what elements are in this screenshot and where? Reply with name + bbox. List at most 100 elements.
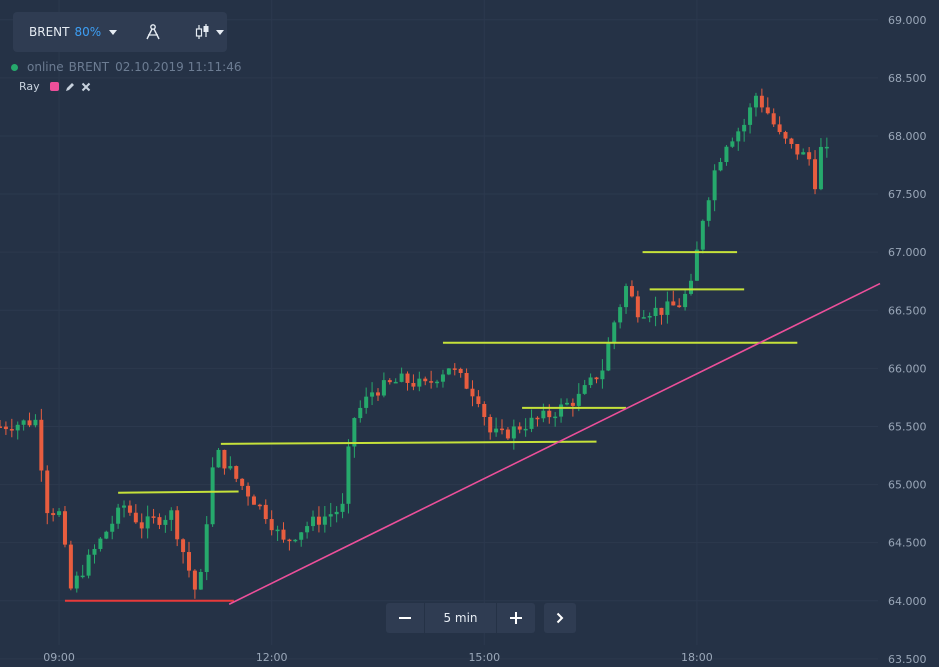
candle xyxy=(807,152,812,160)
drawing-tools-button[interactable] xyxy=(135,12,171,52)
candle xyxy=(606,343,611,371)
candle xyxy=(405,373,410,383)
candle xyxy=(440,374,445,382)
candle xyxy=(594,377,599,380)
candle xyxy=(641,317,646,319)
candle xyxy=(263,504,268,520)
price-tick-label: 68.000 xyxy=(888,130,927,143)
drawing-legend: Ray xyxy=(19,80,91,93)
candle xyxy=(257,504,262,507)
candle xyxy=(45,470,50,514)
candle xyxy=(700,220,705,250)
candles xyxy=(0,88,829,599)
candle xyxy=(718,162,723,171)
candle xyxy=(706,200,711,221)
time-tick-label: 18:00 xyxy=(681,651,713,664)
candle xyxy=(689,280,694,294)
candle xyxy=(364,396,369,408)
candle xyxy=(547,410,552,418)
price-tick-label: 63.500 xyxy=(888,653,927,666)
candle xyxy=(340,503,345,512)
candle xyxy=(748,107,753,125)
interval-value[interactable]: 5 min xyxy=(424,603,497,633)
candle xyxy=(494,428,499,433)
candle xyxy=(139,522,144,529)
scroll-right-button[interactable] xyxy=(544,603,576,633)
candle xyxy=(216,449,221,468)
candle xyxy=(647,316,652,318)
candle xyxy=(535,417,540,420)
close-icon[interactable] xyxy=(81,82,91,92)
drawn-lines xyxy=(64,251,881,605)
candle xyxy=(370,392,375,397)
price-tick-label: 64.500 xyxy=(888,537,927,550)
zoom-out-button[interactable] xyxy=(386,603,424,633)
candle xyxy=(334,511,339,515)
candle xyxy=(192,570,197,590)
candle xyxy=(464,373,469,389)
candle xyxy=(683,293,688,308)
candle xyxy=(753,95,758,108)
candle xyxy=(387,380,392,383)
candle xyxy=(730,141,735,147)
drawing-color-swatch[interactable] xyxy=(49,82,59,91)
candle xyxy=(246,485,251,497)
candle xyxy=(104,531,109,539)
candle xyxy=(240,478,245,486)
candle xyxy=(234,466,239,479)
candle xyxy=(251,496,256,505)
candle xyxy=(127,505,132,513)
time-tick-label: 09:00 xyxy=(43,651,75,664)
asset-selector[interactable]: BRENT 80% xyxy=(13,12,127,52)
price-tick-label: 69.000 xyxy=(888,14,927,27)
candle xyxy=(68,544,73,589)
candle xyxy=(352,418,357,447)
candle xyxy=(600,370,605,380)
candle xyxy=(541,410,546,419)
candle xyxy=(33,419,38,426)
payout-label: 80% xyxy=(74,25,102,39)
candle xyxy=(169,510,174,520)
online-indicator xyxy=(11,63,18,71)
candle xyxy=(665,301,670,315)
status-text: online xyxy=(27,60,64,74)
candle xyxy=(553,416,558,419)
candle xyxy=(186,552,191,571)
candle xyxy=(175,510,180,540)
candle xyxy=(228,466,233,469)
chart-type-button[interactable] xyxy=(185,12,234,52)
candle xyxy=(783,132,788,139)
candle xyxy=(736,131,741,142)
candle xyxy=(198,571,203,590)
candle xyxy=(305,526,310,533)
candle xyxy=(712,170,717,201)
grid xyxy=(0,0,878,659)
candle xyxy=(523,428,528,431)
candle xyxy=(759,95,764,108)
candle xyxy=(435,381,440,384)
candle xyxy=(476,396,481,404)
candle xyxy=(813,159,818,190)
candle xyxy=(0,426,2,428)
price-tick-label: 66.500 xyxy=(888,304,927,317)
candle xyxy=(316,516,321,525)
zoom-in-button[interactable] xyxy=(497,603,535,633)
price-tick-label: 67.500 xyxy=(888,188,927,201)
candle xyxy=(564,402,569,405)
candle xyxy=(110,523,115,532)
candle xyxy=(222,449,227,469)
candle xyxy=(145,516,150,529)
candle xyxy=(157,517,162,525)
candle xyxy=(116,507,121,524)
price-tick-label: 67.000 xyxy=(888,246,927,259)
candle xyxy=(151,516,156,518)
asset-name: BRENT xyxy=(68,60,110,74)
pencil-icon[interactable] xyxy=(65,82,75,92)
candle xyxy=(9,429,14,431)
candle xyxy=(470,388,475,397)
candle xyxy=(80,575,85,578)
candle xyxy=(375,392,380,396)
price-tick-label: 65.500 xyxy=(888,420,927,433)
time-tick-label: 12:00 xyxy=(256,651,288,664)
